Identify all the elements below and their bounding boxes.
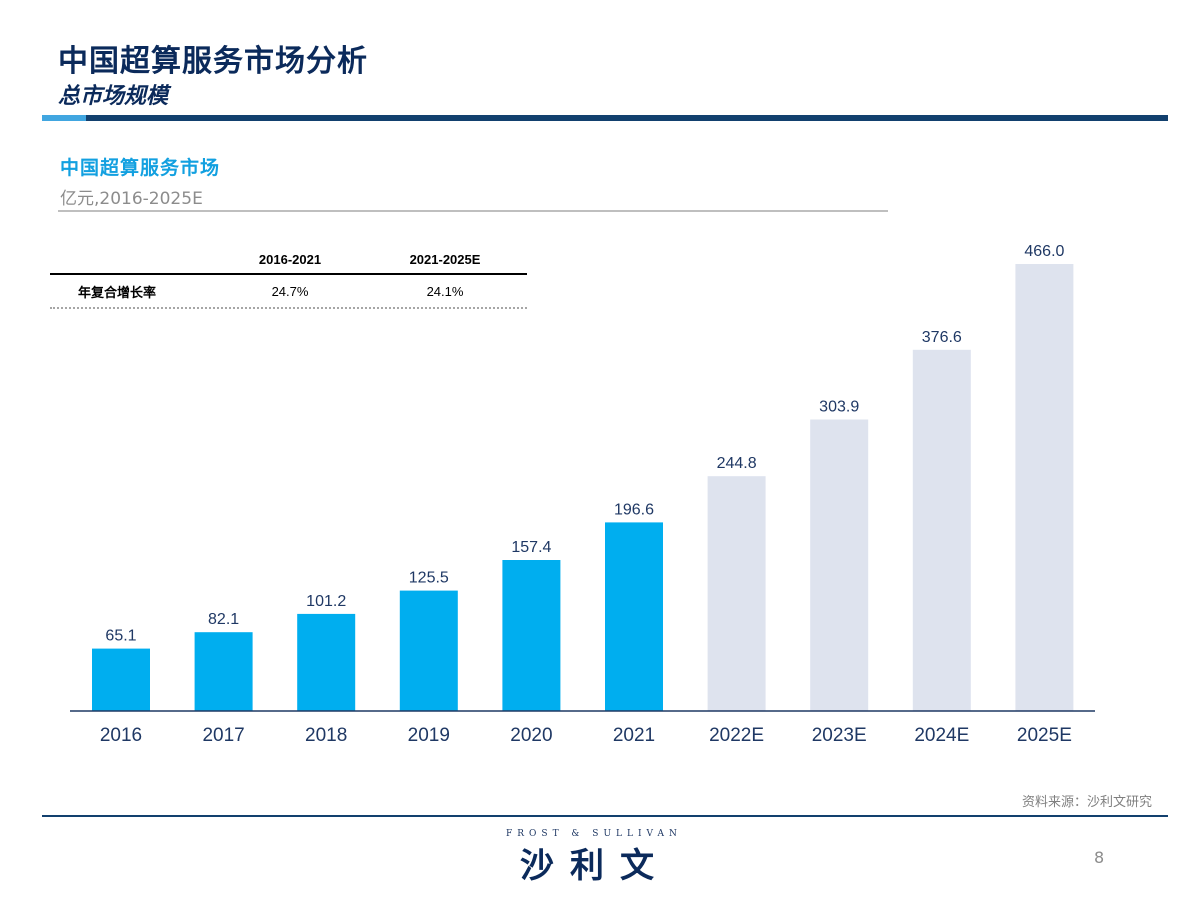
value-label-2023E: 303.9 — [819, 399, 859, 416]
x-tick-label-2022E: 2022E — [709, 725, 764, 746]
bar-2017 — [194, 632, 253, 711]
x-tick-label-2016: 2016 — [100, 725, 142, 746]
value-label-2022E: 244.8 — [717, 455, 757, 472]
value-label-2019: 125.5 — [409, 570, 449, 587]
page-number: 8 — [1094, 848, 1105, 867]
chart-title-divider — [58, 210, 888, 212]
x-tick-label-2019: 2019 — [408, 725, 450, 746]
x-tick-label-2020: 2020 — [510, 725, 552, 746]
bar-2024E — [912, 349, 971, 711]
footer-divider — [42, 815, 1168, 817]
bar-2023E — [810, 419, 869, 711]
header-divider-accent — [42, 115, 86, 121]
cagr-table-header: 2016-2021 2021-2025E — [50, 245, 527, 275]
brand-logo-text: FROST & SULLIVAN — [506, 829, 682, 839]
x-tick-label-2018: 2018 — [305, 725, 347, 746]
page-title: 中国超算服务市场分析 — [58, 44, 368, 79]
cagr-table: 2016-2021 2021-2025E 年复合增长率 24.7% 24.1% — [50, 245, 527, 309]
bar-2022E — [707, 476, 766, 711]
chart-unit: 亿元,2016-2025E — [60, 189, 203, 209]
cagr-value-1: 24.7% — [271, 283, 309, 299]
bar-2016 — [92, 648, 150, 711]
value-label-2016: 65.1 — [105, 628, 136, 645]
x-tick-label-2021: 2021 — [613, 725, 655, 746]
value-label-2018: 101.2 — [306, 593, 346, 610]
cagr-value-2: 24.1% — [426, 283, 464, 299]
x-tick-label-2024E: 2024E — [914, 725, 969, 746]
bar-2020 — [502, 560, 561, 711]
x-tick-label-2025E: 2025E — [1017, 725, 1072, 746]
cagr-row-label: 年复合增长率 — [78, 285, 157, 301]
x-tick-label-2017: 2017 — [202, 725, 244, 746]
x-tick-label-2023E: 2023E — [812, 725, 867, 746]
brand-logo: 沙利文 — [520, 846, 670, 886]
cagr-period-1: 2016-2021 — [258, 251, 322, 267]
cagr-table-row: 年复合增长率 24.7% 24.1% — [50, 275, 527, 309]
bar-2025E — [1015, 264, 1074, 711]
value-label-2024E: 376.6 — [922, 329, 962, 346]
bar-2021 — [605, 522, 663, 711]
value-label-2020: 157.4 — [511, 539, 551, 556]
cagr-period-2: 2021-2025E — [409, 251, 481, 267]
bar-2018 — [297, 613, 356, 711]
value-label-2025E: 466.0 — [1024, 243, 1064, 260]
value-label-2017: 82.1 — [208, 611, 239, 628]
value-label-2021: 196.6 — [614, 501, 654, 518]
page-subtitle: 总市场规模 — [58, 84, 169, 109]
bar-2019 — [399, 590, 458, 711]
header-divider — [86, 115, 1168, 121]
chart-title: 中国超算服务市场 — [60, 157, 221, 179]
source-note: 资料来源：沙利文研究 — [1021, 795, 1152, 810]
